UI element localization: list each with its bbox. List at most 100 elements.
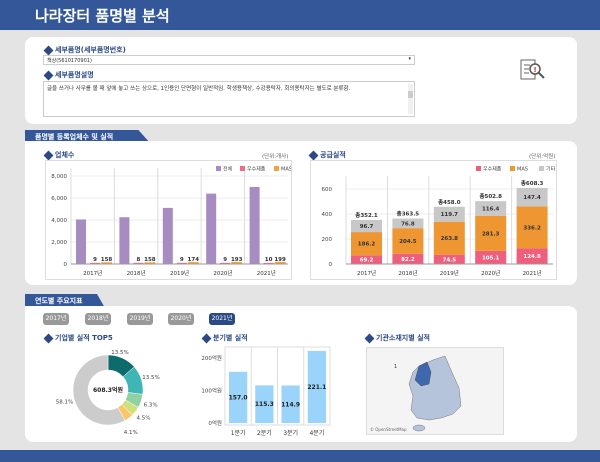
x-tick-label: 2018년 [127, 269, 146, 277]
footer-bar [0, 450, 600, 462]
diamond-icon [43, 70, 54, 80]
scrollbar[interactable] [408, 84, 413, 114]
year-button-2017[interactable]: 2017년 [43, 313, 69, 325]
bar-우수제품 [176, 262, 187, 264]
year-button-2019[interactable]: 2019년 [127, 313, 153, 325]
x-tick-label: 2017년 [83, 269, 102, 277]
data-label: 8 [136, 257, 140, 263]
x-tick-label: 2020년 [213, 269, 232, 277]
bar-MAS [101, 262, 112, 264]
slice-label: 4.5% [136, 416, 150, 422]
donut-center-label: 608.3억원 [93, 386, 123, 394]
bar-우수제품 [133, 262, 144, 264]
x-tick-label: 2017년 [357, 269, 376, 277]
legend-swatch [510, 166, 515, 171]
data-label: 114.9 [281, 401, 300, 408]
bar-우수제품 [351, 255, 382, 264]
item-detail-card [25, 37, 577, 124]
data-label: 9 [223, 257, 227, 263]
data-label: 186.2 [358, 242, 376, 248]
y-tick-label: 400 [322, 212, 333, 218]
quarter-bar [255, 385, 274, 423]
data-label: 119.7 [441, 212, 459, 218]
bar-우수제품 [220, 262, 231, 264]
y-tick-label: 200 [322, 237, 333, 243]
diamond-icon [364, 333, 375, 343]
data-label: 221.1 [307, 384, 326, 391]
x-tick-label: 2020년 [481, 269, 500, 277]
korea-map-shape: 1 [394, 355, 462, 432]
x-tick-label: 2021년 [257, 269, 276, 277]
diamond-icon [201, 333, 212, 343]
bar-전체 [76, 219, 86, 264]
data-label: 204.5 [399, 239, 417, 245]
year-button-2021[interactable]: 2021년 [209, 313, 235, 325]
y-tick-label: 600 [322, 187, 333, 193]
year-button-2018[interactable]: 2018년 [85, 313, 111, 325]
data-label: 116.4 [482, 206, 500, 212]
data-label: 105.1 [482, 255, 500, 261]
bar-MAS [475, 215, 507, 251]
companies-unit: (단위:개사) [262, 154, 289, 160]
y-tick-label: 2,000 [51, 240, 67, 246]
supply-title-text: 공급실적 [320, 151, 346, 159]
bar-MAS [351, 232, 382, 256]
bar-기타 [433, 206, 465, 222]
y-tick-label: 0 [329, 262, 333, 268]
bar-전체 [206, 193, 217, 264]
legend-swatch [539, 166, 544, 171]
item-select[interactable]: 책상(5610170901) ▾ [43, 55, 415, 65]
slice-label: 58.1% [56, 399, 73, 405]
data-label: 199 [274, 257, 286, 263]
header-bar [0, 0, 600, 30]
bar-MAS [392, 228, 424, 254]
data-label: 157.0 [229, 394, 248, 401]
y-tick-label: 100억원 [201, 386, 222, 394]
bar-MAS [231, 261, 243, 264]
diamond-icon [43, 45, 54, 55]
map-attribution: © OpenStreetMap [370, 427, 407, 432]
legend-swatch [476, 166, 481, 171]
diamond-icon [43, 333, 54, 343]
quarter-title-text: 분기별 실적 [213, 334, 248, 342]
legend-swatch [216, 166, 221, 171]
data-label: 76.8 [401, 221, 415, 227]
supply-chart: 600 400 200 0 69.2 186.2 96.7 총352.1 2017년 82.2 20… [310, 160, 557, 280]
item-label: 세부품명(세부품명번호) [43, 45, 126, 55]
quarter-bar [281, 385, 300, 423]
legend-label: 우수제품 [483, 166, 502, 173]
total-label: 총502.8 [479, 192, 502, 200]
total-label: 총352.1 [355, 211, 378, 219]
slice-label: 4.1% [124, 430, 138, 436]
legend-label: MAS [281, 167, 292, 173]
x-tick-label: 1분기 [231, 429, 246, 437]
region-map[interactable]: 1 © OpenStreetMap [366, 347, 504, 435]
bar-전체 [162, 207, 173, 264]
top5-donut-chart: 13.5% 13.5% 6.3% 4.5% 4.1% 58.1% 608.3억원 [56, 350, 160, 436]
data-label: 9 [93, 257, 97, 263]
total-label: 총363.5 [397, 210, 420, 218]
total-label: 총608.3 [521, 179, 544, 187]
year-button-2020[interactable]: 2020년 [168, 313, 194, 325]
companies-chart-title: 업체수 [43, 150, 74, 160]
x-tick-label: 2019년 [170, 269, 189, 277]
data-label: 193 [231, 257, 243, 263]
data-label: 96.7 [360, 224, 374, 230]
item-label-text: 세부품명(세부품명번호) [55, 46, 126, 54]
bar-우수제품 [392, 253, 424, 264]
y-tick-label: 4,000 [51, 218, 67, 224]
bar-우수제품 [90, 262, 100, 264]
bar-전체 [119, 217, 130, 264]
supply-unit: (단위:억원) [529, 154, 556, 160]
legend-label: 전체 [223, 166, 233, 173]
top5-title-text: 기업별 실적 TOP5 [55, 334, 113, 342]
x-tick-label: 4분기 [309, 429, 324, 437]
x-tick-label: 2분기 [257, 429, 272, 437]
legend-swatch [240, 166, 245, 171]
y-tick-label: 6,000 [51, 196, 67, 202]
bar-MAS [187, 262, 199, 264]
desc-textarea[interactable]: 글을 쓰거나 사무를 볼 때 앞에 놓고 쓰는 상으로, 1인용인 단면형이 일… [43, 81, 415, 117]
diamond-icon [43, 150, 54, 160]
diamond-icon [308, 150, 319, 160]
quarter-chart: 200억원 100억원 0억원 157.0 1분기 115.3 2분기 114.9 3분기 221… [201, 346, 331, 437]
